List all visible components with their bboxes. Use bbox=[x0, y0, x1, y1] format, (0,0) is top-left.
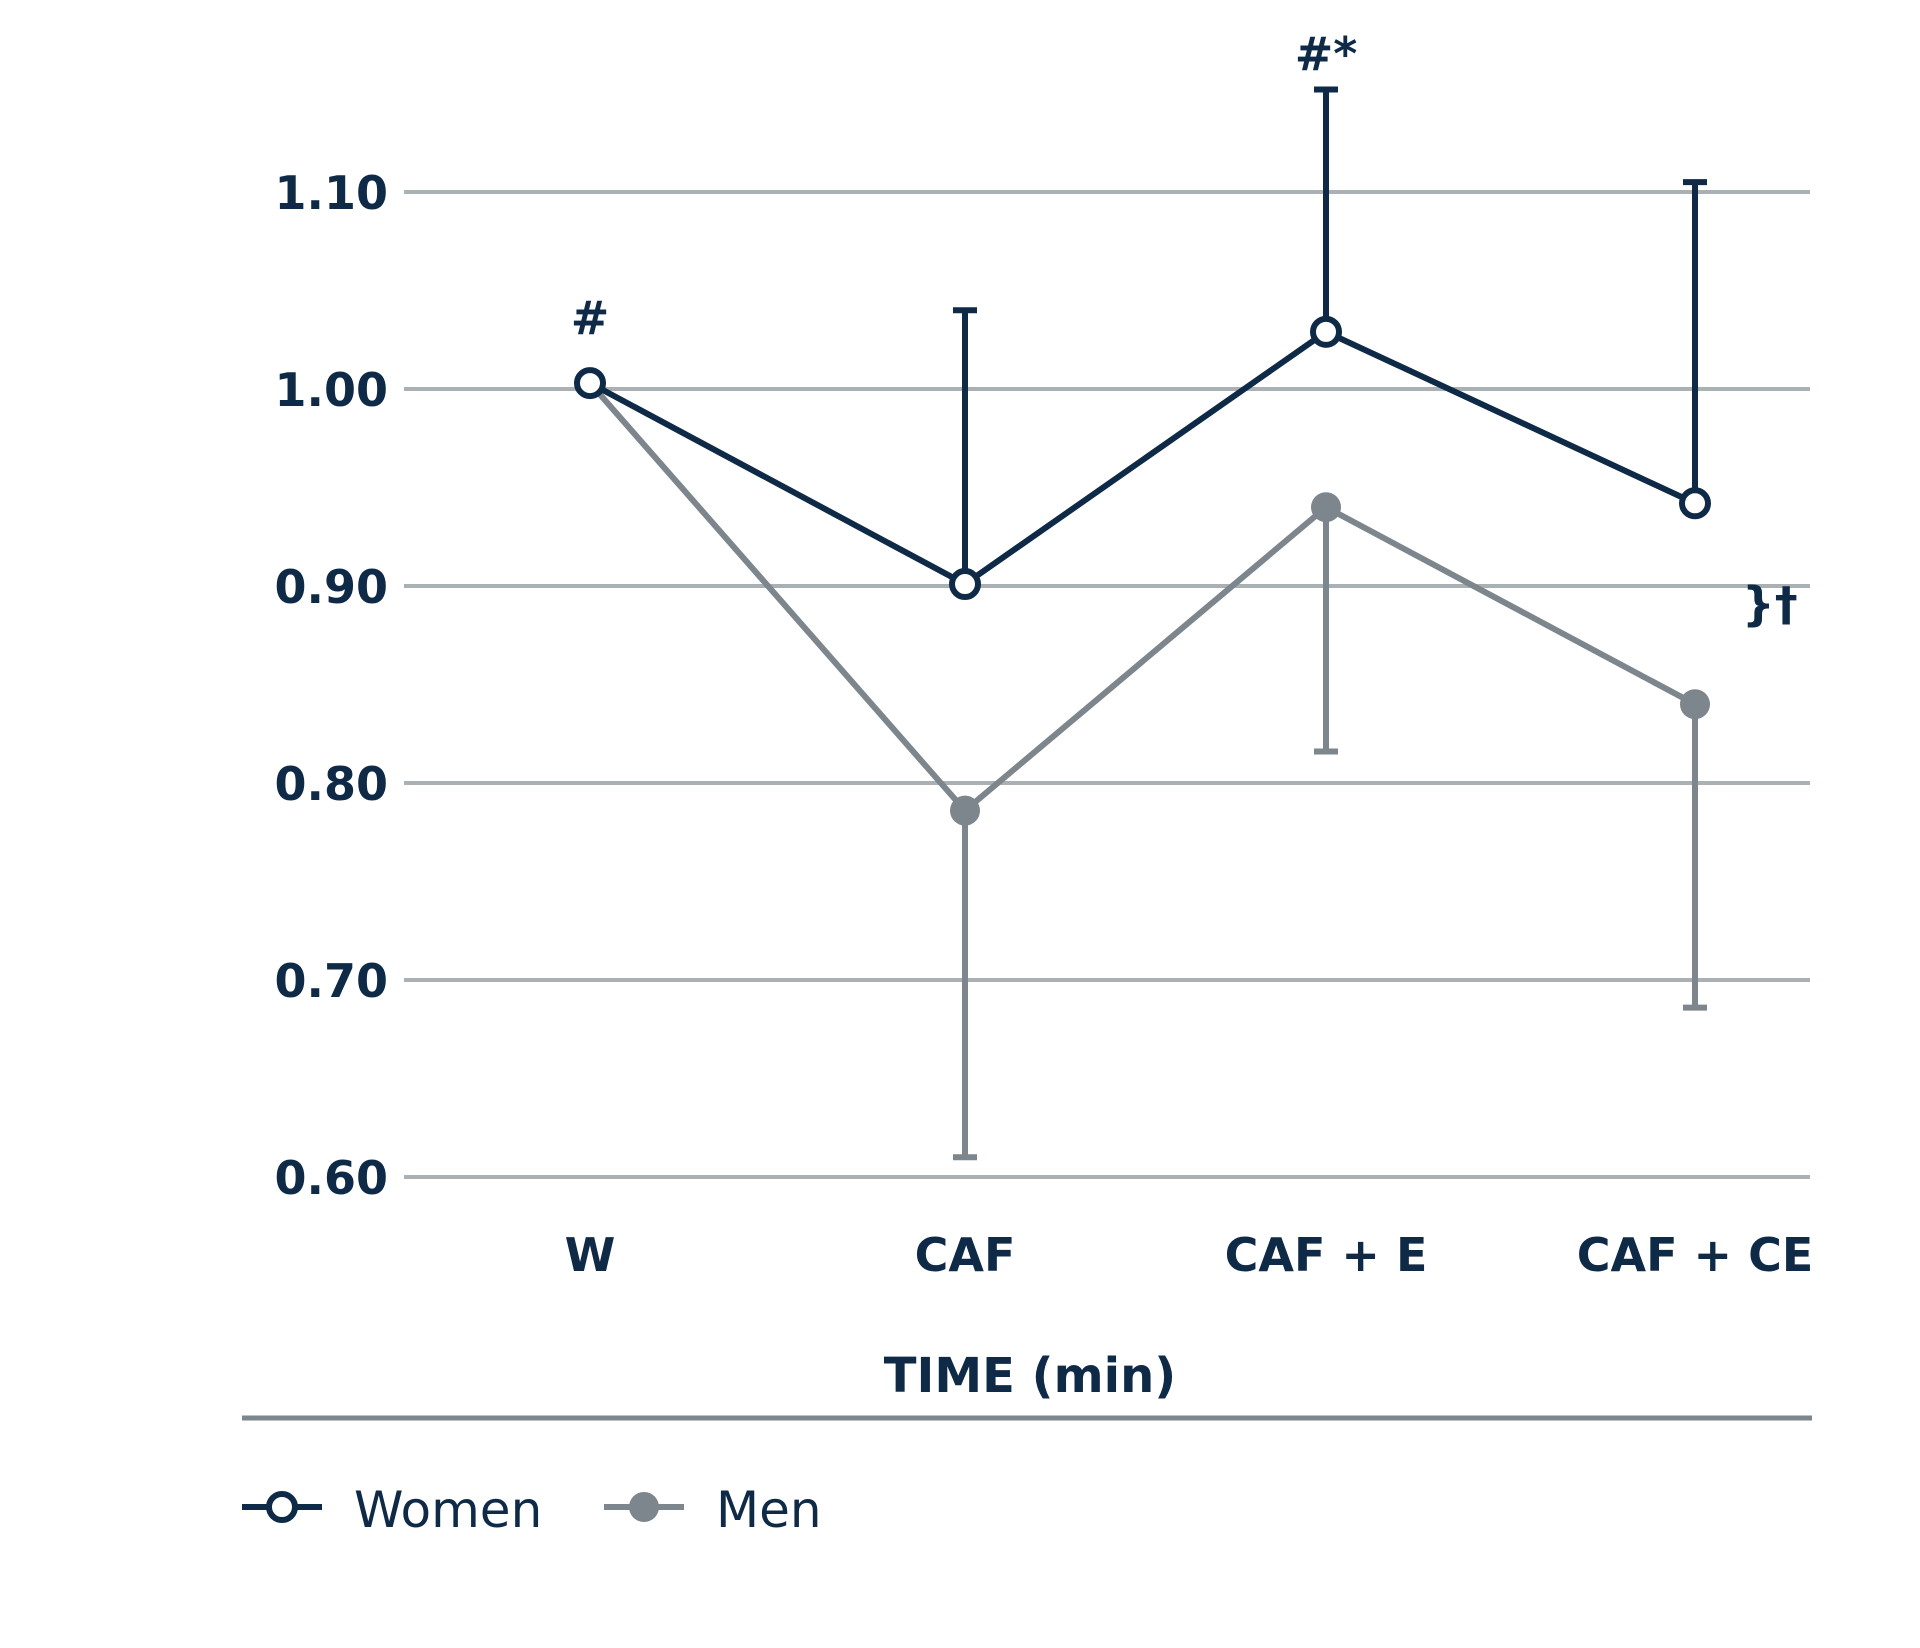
significance-annotation: #* bbox=[1295, 27, 1358, 81]
legend: Women Men bbox=[242, 1481, 822, 1539]
legend-item-men: Men bbox=[604, 1481, 822, 1539]
legend-men-label: Men bbox=[716, 1481, 822, 1539]
series-men bbox=[575, 368, 1710, 1161]
x-tick-label: CAF bbox=[915, 1228, 1016, 1282]
data-point bbox=[1680, 689, 1710, 720]
legend-item-women: Women bbox=[242, 1481, 542, 1539]
annotations: # #* }† bbox=[571, 27, 1798, 631]
significance-annotation: # bbox=[571, 291, 610, 345]
data-point bbox=[1679, 487, 1711, 520]
legend-women-marker-icon bbox=[266, 1491, 298, 1523]
legend-women-label: Women bbox=[354, 1481, 542, 1539]
series-women bbox=[574, 86, 1711, 601]
y-axis-ticks: 0.60 0.70 0.80 0.90 1.00 1.10 bbox=[275, 166, 389, 1205]
data-point bbox=[1310, 315, 1342, 348]
data-point bbox=[574, 367, 606, 400]
series-line bbox=[587, 381, 1697, 814]
series bbox=[574, 86, 1711, 1161]
x-tick-label: W bbox=[565, 1228, 616, 1282]
y-tick-label: 1.00 bbox=[275, 363, 389, 417]
legend-men-marker-icon bbox=[629, 1492, 659, 1522]
x-axis-ticks: W CAF CAF + E CAF + CE bbox=[565, 1228, 1814, 1282]
y-tick-label: 0.80 bbox=[275, 757, 389, 811]
y-tick-label: 0.60 bbox=[275, 1151, 389, 1205]
grid-lines bbox=[404, 190, 1810, 1179]
significance-annotation: }† bbox=[1742, 577, 1798, 631]
data-point bbox=[949, 568, 981, 601]
series-line bbox=[588, 328, 1697, 588]
y-tick-label: 1.10 bbox=[275, 166, 389, 220]
y-tick-label: 0.90 bbox=[275, 560, 389, 614]
data-point bbox=[950, 795, 980, 826]
x-axis-label: TIME (min) bbox=[884, 1348, 1176, 1404]
y-tick-label: 0.70 bbox=[275, 954, 389, 1008]
x-tick-label: CAF + CE bbox=[1577, 1228, 1814, 1282]
x-tick-label: CAF + E bbox=[1225, 1228, 1428, 1282]
data-point bbox=[1311, 492, 1341, 523]
